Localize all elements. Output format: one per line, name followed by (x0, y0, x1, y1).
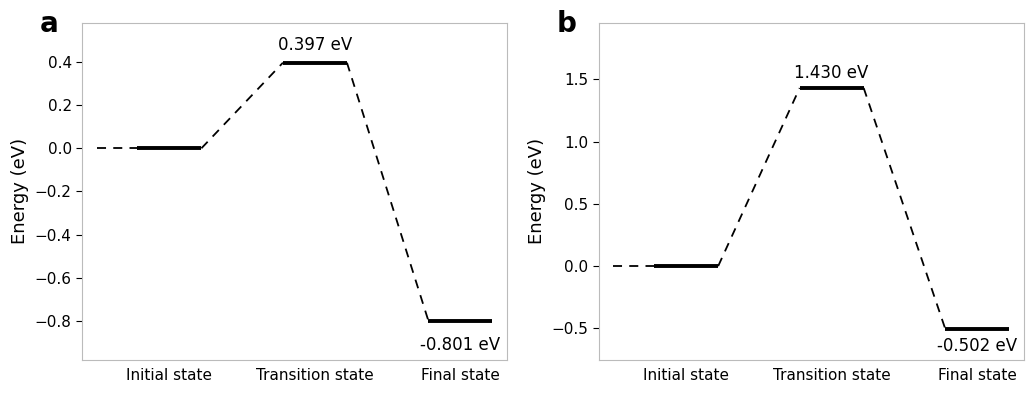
Text: a: a (39, 10, 58, 38)
Text: 0.397 eV: 0.397 eV (277, 36, 352, 54)
Y-axis label: Energy (eV): Energy (eV) (11, 138, 29, 244)
Y-axis label: Energy (eV): Energy (eV) (528, 138, 546, 244)
Text: b: b (557, 10, 576, 38)
Text: -0.502 eV: -0.502 eV (937, 337, 1017, 355)
Text: -0.801 eV: -0.801 eV (420, 336, 501, 354)
Text: 1.430 eV: 1.430 eV (795, 64, 868, 82)
